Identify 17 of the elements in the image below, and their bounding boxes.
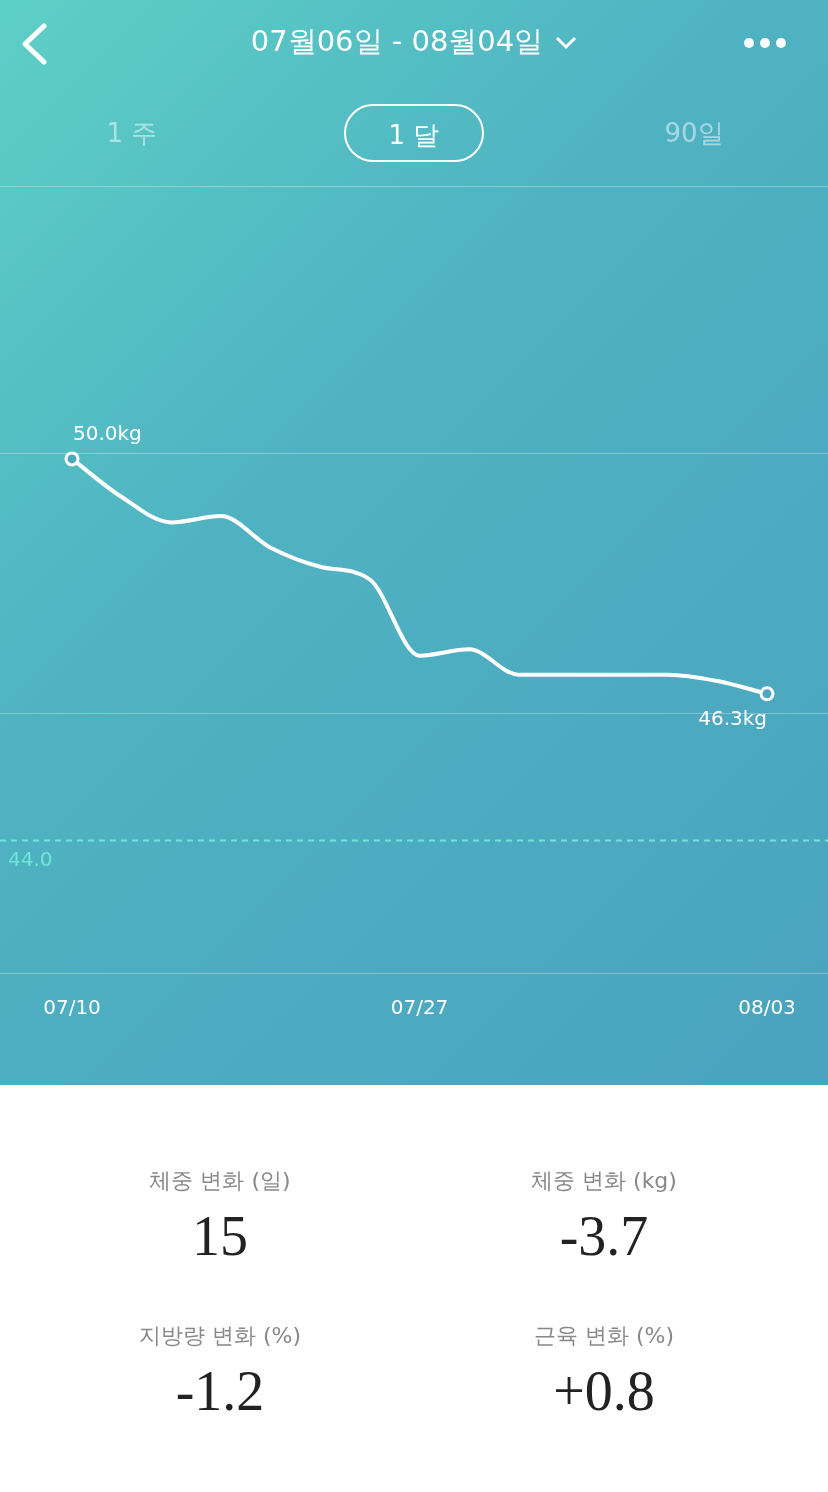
data-label: 50.0kg [73, 421, 142, 446]
text: 체중 변화 (일) [148, 1167, 292, 1195]
text: 지방량 변화 (%) [137, 1322, 303, 1350]
text: +0.8 [552, 1359, 656, 1423]
text: -1.2 [174, 1359, 266, 1423]
text: 1 달 [344, 104, 484, 162]
text: 1 주 [105, 117, 159, 150]
data-label: 46.3kg [698, 705, 767, 730]
x-tick-label: 08/03 [738, 995, 796, 1020]
chart-title: 07월06일 - 08월04일 [250, 23, 544, 60]
x-tick-label: 07/27 [390, 995, 449, 1020]
x-tick-label: 07/10 [43, 995, 101, 1020]
text: -3.7 [558, 1204, 650, 1268]
text: 체중 변화 (kg) [530, 1167, 678, 1195]
text: 근육 변화 (%) [532, 1322, 676, 1350]
text: 90일 [663, 117, 725, 150]
text: 15 [191, 1204, 249, 1268]
